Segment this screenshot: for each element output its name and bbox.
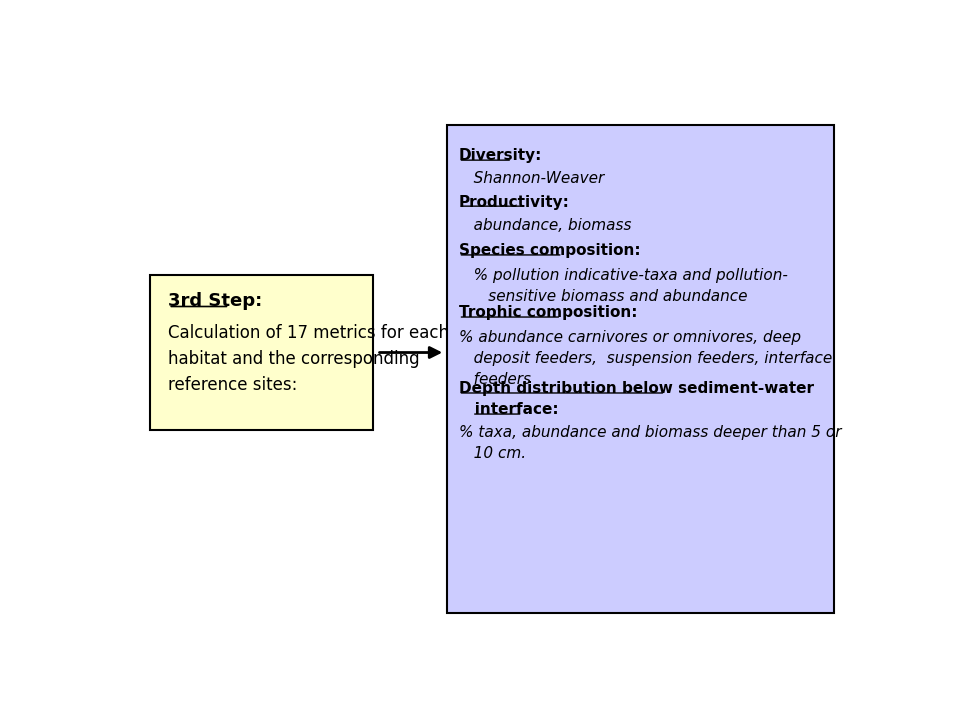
- Text: Productivity:: Productivity:: [459, 194, 569, 210]
- Text: interface:: interface:: [459, 402, 558, 418]
- Text: Shannon-Weaver: Shannon-Weaver: [459, 171, 604, 186]
- Text: % pollution indicative-taxa and pollution-
      sensitive biomass and abundance: % pollution indicative-taxa and pollutio…: [459, 269, 787, 305]
- Text: % taxa, abundance and biomass deeper than 5 or
   10 cm.: % taxa, abundance and biomass deeper tha…: [459, 425, 841, 461]
- Text: 3rd Step:: 3rd Step:: [168, 292, 263, 310]
- Text: Trophic composition:: Trophic composition:: [459, 305, 637, 320]
- Text: Calculation of 17 metrics for each
habitat and the corresponding
reference sites: Calculation of 17 metrics for each habit…: [168, 324, 449, 395]
- Text: Species composition:: Species composition:: [459, 243, 640, 258]
- FancyBboxPatch shape: [150, 275, 372, 430]
- Text: Diversity:: Diversity:: [459, 148, 541, 163]
- Text: % abundance carnivores or omnivores, deep
   deposit feeders,  suspension feeder: % abundance carnivores or omnivores, dee…: [459, 330, 831, 387]
- FancyBboxPatch shape: [447, 125, 834, 613]
- Text: abundance, biomass: abundance, biomass: [459, 218, 631, 233]
- Text: Depth distribution below sediment-water: Depth distribution below sediment-water: [459, 382, 813, 396]
